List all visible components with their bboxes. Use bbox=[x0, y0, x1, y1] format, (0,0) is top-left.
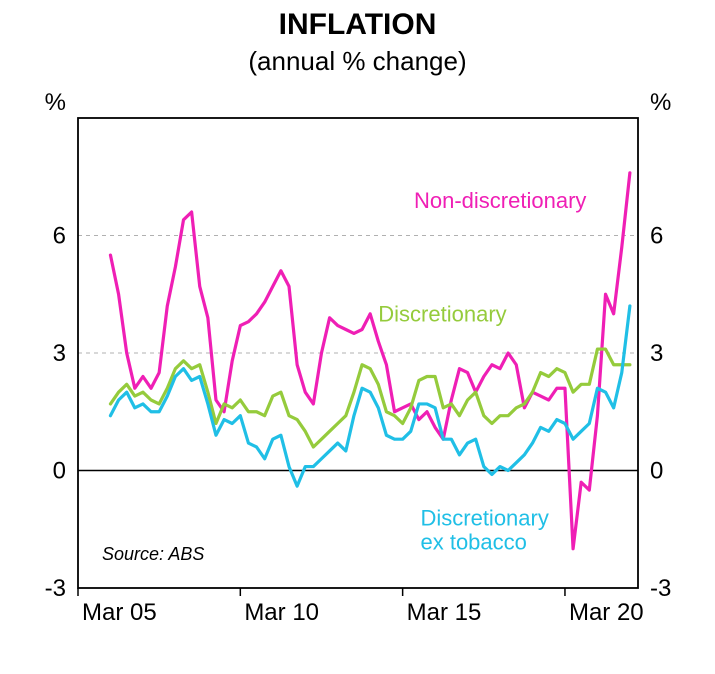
chart-container: INFLATION (annual % change) -3 -3 0 0 3 3 6 6%%… bbox=[0, 0, 715, 674]
chart-title: INFLATION bbox=[0, 8, 715, 42]
svg-text:6: 6 bbox=[53, 223, 66, 250]
series-label: Non-discretionary bbox=[414, 188, 586, 213]
series-label: ex tobacco bbox=[420, 530, 526, 555]
svg-text:-3: -3 bbox=[45, 575, 66, 602]
svg-text:Mar 10: Mar 10 bbox=[244, 599, 319, 626]
series-label: Discretionary bbox=[378, 302, 506, 327]
svg-text:Mar 15: Mar 15 bbox=[407, 599, 482, 626]
svg-text:3: 3 bbox=[53, 340, 66, 367]
svg-text:0: 0 bbox=[53, 458, 66, 485]
source-label: Source: ABS bbox=[102, 544, 204, 564]
svg-text:0: 0 bbox=[650, 458, 663, 485]
svg-text:3: 3 bbox=[650, 340, 663, 367]
svg-text:Mar 20: Mar 20 bbox=[569, 599, 644, 626]
chart-svg: -3 -3 0 0 3 3 6 6%% Mar 05 Mar 10 Mar 15 Mar 20 Non-… bbox=[0, 0, 715, 674]
svg-text:%: % bbox=[45, 89, 66, 116]
svg-text:6: 6 bbox=[650, 223, 663, 250]
series-label: Discretionary bbox=[420, 505, 548, 530]
svg-text:-3: -3 bbox=[650, 575, 671, 602]
svg-text:Mar 05: Mar 05 bbox=[82, 599, 157, 626]
chart-subtitle: (annual % change) bbox=[0, 46, 715, 77]
svg-text:%: % bbox=[650, 89, 671, 116]
